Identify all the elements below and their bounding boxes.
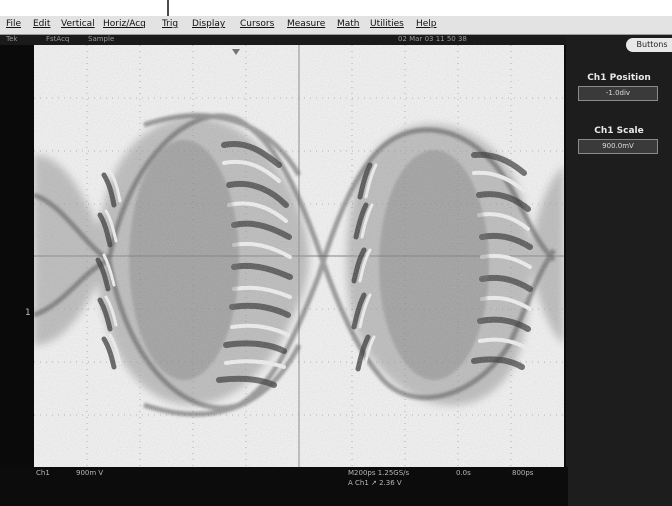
- side-control-panel: Buttons Ch1 Position -1.0div Ch1 Scale 9…: [566, 35, 672, 506]
- timebase-readout: M200ps 1.25GS/s: [348, 469, 410, 477]
- channel-ground-marker: 1: [25, 308, 31, 318]
- menu-file[interactable]: File: [6, 19, 22, 29]
- acquisition-mode-label: FstAcq: [46, 35, 70, 43]
- scope-frame: Tek FstAcq Sample 02 Mar 03 11 50 38 1: [0, 35, 672, 506]
- ch1-position-value[interactable]: -1.0div: [578, 86, 658, 101]
- left-margin-bar: 1: [0, 45, 34, 467]
- channel-readout: Ch1: [36, 469, 50, 477]
- menu-edit[interactable]: Edit: [33, 19, 51, 29]
- acquisition-type-label: Sample: [88, 35, 115, 43]
- menu-horiz-acq[interactable]: Horiz/Acq: [103, 19, 146, 29]
- menu-math[interactable]: Math: [337, 19, 360, 29]
- scope-mode-label: Tek: [6, 35, 18, 43]
- ch1-scale-control[interactable]: Ch1 Scale 900.0mV: [570, 126, 672, 154]
- trigger-readout: A Ch1 ↗ 2.36 V: [348, 479, 402, 487]
- datetime-label: 02 Mar 03 11 50 38: [398, 35, 467, 43]
- status-strip: Tek FstAcq Sample 02 Mar 03 11 50 38: [0, 35, 568, 45]
- menu-bar: File Edit Vertical Horiz/Acq Trig Displa…: [0, 16, 672, 35]
- delay-readout: 0.0s: [456, 469, 471, 477]
- menu-measure[interactable]: Measure: [287, 19, 326, 29]
- ch1-position-label: Ch1 Position: [587, 73, 651, 83]
- menu-cursors[interactable]: Cursors: [240, 19, 275, 29]
- buttons-tab[interactable]: Buttons: [626, 38, 672, 52]
- waveform-display[interactable]: [34, 45, 564, 467]
- ch1-scale-value[interactable]: 900.0mV: [578, 139, 658, 154]
- menu-help[interactable]: Help: [416, 19, 437, 29]
- volts-per-div-readout: 900m V: [76, 469, 104, 477]
- menu-display[interactable]: Display: [192, 19, 226, 29]
- menu-vertical[interactable]: Vertical: [61, 19, 95, 29]
- readout-strip: Ch1 900m V M200ps 1.25GS/s 0.0s 800ps A …: [0, 467, 568, 506]
- menu-trig[interactable]: Trig: [162, 19, 179, 29]
- ch1-scale-label: Ch1 Scale: [594, 126, 644, 136]
- record-length-readout: 800ps: [512, 469, 534, 477]
- menu-utilities[interactable]: Utilities: [370, 19, 404, 29]
- eye-diagram-plot: [34, 45, 564, 467]
- ch1-position-control[interactable]: Ch1 Position -1.0div: [570, 73, 672, 101]
